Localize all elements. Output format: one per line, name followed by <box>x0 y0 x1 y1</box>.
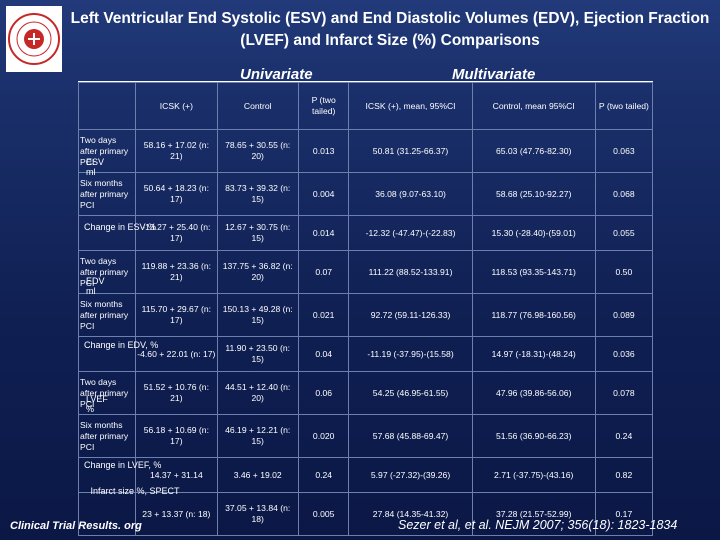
cell: 44.51 + 12.40 (n: 20) <box>216 371 299 415</box>
cell: 14.97 (-18.31)-(48.24) <box>471 336 596 372</box>
cell: -12.32 (-47.47)-(-22.83) <box>348 215 473 251</box>
cell: 0.004 <box>297 172 350 216</box>
cell: 0.089 <box>594 293 654 337</box>
cell: 11.90 + 23.50 (n: 15) <box>216 336 299 372</box>
group-label-esv: ESV ml <box>86 157 105 177</box>
cell: 47.96 (39.86-56.06) <box>471 371 596 415</box>
cell: 5.97 (-27.32)-(39.26) <box>348 457 473 493</box>
multivariate-header: Multivariate <box>452 66 536 83</box>
cell: 37.05 + 13.84 (n: 18) <box>216 492 299 536</box>
cell: -4.60 + 22.01 (n: 17) <box>135 336 218 372</box>
table-row: 23 + 13.37 (n: 18) 37.05 + 13.84 (n: 18)… <box>77 492 654 536</box>
col-header: P (two tailed) <box>594 82 654 130</box>
cell: 0.24 <box>297 457 350 493</box>
cell: 0.036 <box>594 336 654 372</box>
table-row: 14.37 + 31.14 3.46 + 19.02 0.24 5.97 (-2… <box>77 457 654 493</box>
cell: 0.24 <box>594 414 654 458</box>
cell: 0.014 <box>297 215 350 251</box>
cell: 46.19 + 12.21 (n: 15) <box>216 414 299 458</box>
col-header: ICSK (+), mean, 95%CI <box>348 82 473 130</box>
cell: 0.055 <box>594 215 654 251</box>
cell: 115.70 + 29.67 (n: 17) <box>135 293 218 337</box>
cell: 0.50 <box>594 250 654 294</box>
row-label: Six months after primary PCI <box>77 414 137 458</box>
cell: 3.46 + 19.02 <box>216 457 299 493</box>
citation: Sezer et al, et al. NEJM 2007; 356(18): … <box>398 518 678 532</box>
table-row: Two days after primary PCI 58.16 + 17.02… <box>77 129 654 173</box>
table-row: Six months after primary PCI 115.70 + 29… <box>77 293 654 337</box>
cell: 0.021 <box>297 293 350 337</box>
cell: 119.88 + 23.36 (n: 21) <box>135 250 218 294</box>
cell: 12.67 + 30.75 (n: 15) <box>216 215 299 251</box>
source-credit: Clinical Trial Results. org <box>10 520 142 532</box>
cell: 27.84 (14.35-41.32) <box>348 492 473 536</box>
table-row: -4.60 + 22.01 (n: 17) 11.90 + 23.50 (n: … <box>77 336 654 372</box>
row-label-change-edv: Change in EDV, % <box>84 340 159 350</box>
cell: 0.17 <box>594 492 654 536</box>
col-header: ICSK (+) <box>135 82 218 130</box>
col-header: Control, mean 95%CI <box>471 82 596 130</box>
col-header: Control <box>216 82 299 130</box>
cell: 0.82 <box>594 457 654 493</box>
row-label-change-lvef: Change in LVEF, % <box>84 460 162 470</box>
table-row: -13.27 + 25.40 (n: 17) 12.67 + 30.75 (n:… <box>77 215 654 251</box>
cell: 2.71 (-37.75)-(43.16) <box>471 457 596 493</box>
cell: 56.18 + 10.69 (n: 17) <box>135 414 218 458</box>
cell: 92.72 (59.11-126.33) <box>348 293 473 337</box>
cell: 0.020 <box>297 414 350 458</box>
blank-cell <box>77 82 137 130</box>
cell: 57.68 (45.88-69.47) <box>348 414 473 458</box>
row-label-infarct: Infarct size %, SPECT <box>90 486 180 496</box>
cell: 118.77 (76.98-160.56) <box>471 293 596 337</box>
cell: 58.16 + 17.02 (n: 21) <box>135 129 218 173</box>
cell: 118.53 (93.35-143.71) <box>471 250 596 294</box>
cell: 0.005 <box>297 492 350 536</box>
table-header-row: ICSK (+) Control P (two tailed) ICSK (+)… <box>77 82 654 130</box>
university-seal-icon <box>6 6 62 72</box>
cell: 0.068 <box>594 172 654 216</box>
cell: 51.56 (36.90-66.23) <box>471 414 596 458</box>
cell: 0.06 <box>297 371 350 415</box>
cell: 137.75 + 36.82 (n: 20) <box>216 250 299 294</box>
cell: 65.03 (47.76-82.30) <box>471 129 596 173</box>
comparison-table: ICSK (+) Control P (two tailed) ICSK (+)… <box>77 82 654 536</box>
table-row: Six months after primary PCI 50.64 + 18.… <box>77 172 654 216</box>
cell: 0.063 <box>594 129 654 173</box>
cell: 0.04 <box>297 336 350 372</box>
cell: 54.25 (46.95-61.55) <box>348 371 473 415</box>
cell: 150.13 + 49.28 (n: 15) <box>216 293 299 337</box>
row-label: Six months after primary PCI <box>77 172 137 216</box>
row-label-spacer <box>77 457 137 493</box>
table-row: Six months after primary PCI 56.18 + 10.… <box>77 414 654 458</box>
cell: 0.07 <box>297 250 350 294</box>
cell: 36.08 (9.07-63.10) <box>348 172 473 216</box>
cell: -11.19 (-37.95)-(15.58) <box>348 336 473 372</box>
cell: 83.73 + 39.32 (n: 15) <box>216 172 299 216</box>
row-label: Six months after primary PCI <box>77 293 137 337</box>
row-label-spacer <box>77 215 137 251</box>
cell: -13.27 + 25.40 (n: 17) <box>135 215 218 251</box>
cell: 15.30 (-28.40)-(59.01) <box>471 215 596 251</box>
col-header: P (two tailed) <box>297 82 350 130</box>
slide-title: Left Ventricular End Systolic (ESV) and … <box>70 10 710 49</box>
group-label-edv: EDV ml <box>86 276 105 296</box>
table-row: Two days after primary PCI 51.52 + 10.76… <box>77 371 654 415</box>
cell: 0.078 <box>594 371 654 415</box>
cell: 78.65 + 30.55 (n: 20) <box>216 129 299 173</box>
group-label-lvef: LVEF % <box>86 394 108 414</box>
cell: 0.013 <box>297 129 350 173</box>
cell: 50.64 + 18.23 (n: 17) <box>135 172 218 216</box>
cell: 111.22 (88.52-133.91) <box>348 250 473 294</box>
row-label: Two days after primary PCI <box>77 250 137 294</box>
row-label-change-esv: Change in ESV % <box>84 222 157 232</box>
cell: 58.68 (25.10-92.27) <box>471 172 596 216</box>
univariate-header: Univariate <box>240 66 313 83</box>
row-label: Two days after primary PCI <box>77 129 137 173</box>
cell: 23 + 13.37 (n: 18) <box>135 492 218 536</box>
cell: 51.52 + 10.76 (n: 21) <box>135 371 218 415</box>
table-row: Two days after primary PCI 119.88 + 23.3… <box>77 250 654 294</box>
cell: 50.81 (31.25-66.37) <box>348 129 473 173</box>
